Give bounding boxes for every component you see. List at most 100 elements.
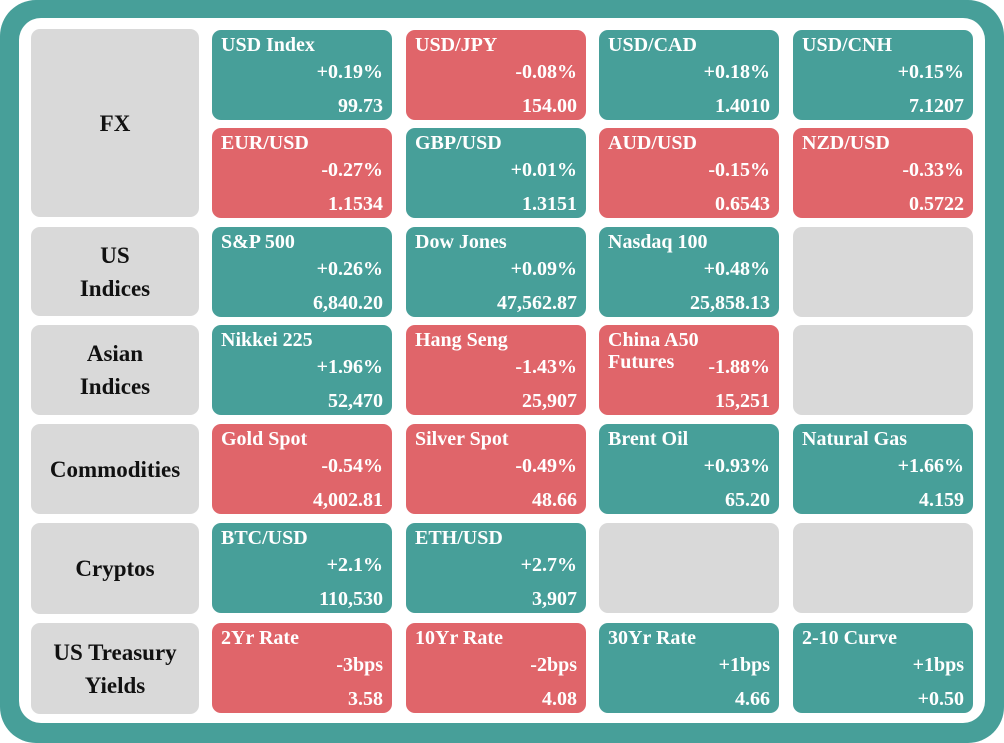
price-value: 1.4010 bbox=[715, 95, 770, 117]
empty-tile bbox=[599, 523, 779, 613]
instrument-name: Hang Seng bbox=[415, 329, 508, 351]
change-value: -0.15% bbox=[708, 159, 770, 181]
price-value: 1.3151 bbox=[522, 193, 577, 215]
row-label-asian-indices: Asian Indices bbox=[31, 325, 199, 415]
instrument-name: Natural Gas bbox=[802, 428, 907, 450]
price-value: 0.5722 bbox=[909, 193, 964, 215]
market-tile-dow-jones[interactable]: Dow Jones +0.09% 47,562.87 bbox=[406, 227, 586, 317]
change-value: +1bps bbox=[718, 654, 770, 676]
change-value: +1.96% bbox=[316, 356, 383, 378]
change-value: -3bps bbox=[336, 654, 383, 676]
instrument-name: Nasdaq 100 bbox=[608, 231, 708, 253]
market-tile-btc-usd[interactable]: BTC/USD +2.1% 110,530 bbox=[212, 523, 392, 613]
instrument-name: NZD/USD bbox=[802, 132, 890, 154]
price-value: 6,840.20 bbox=[313, 292, 383, 314]
row-label-us-treasury-yields: US Treasury Yields bbox=[31, 623, 199, 714]
market-tile-gbp-usd[interactable]: GBP/USD +0.01% 1.3151 bbox=[406, 128, 586, 218]
change-value: -0.54% bbox=[321, 455, 383, 477]
change-value: +1bps bbox=[912, 654, 964, 676]
instrument-name: Gold Spot bbox=[221, 428, 308, 450]
instrument-name: ETH/USD bbox=[415, 527, 503, 549]
instrument-name: Nikkei 225 bbox=[221, 329, 313, 351]
market-tile-2-10-curve[interactable]: 2-10 Curve +1bps +0.50 bbox=[793, 623, 973, 713]
change-value: +0.26% bbox=[316, 258, 383, 280]
market-tile-brent-oil[interactable]: Brent Oil +0.93% 65.20 bbox=[599, 424, 779, 514]
price-value: 25,907 bbox=[522, 390, 577, 412]
price-value: 25,858.13 bbox=[690, 292, 770, 314]
market-tile-nasdaq-100[interactable]: Nasdaq 100 +0.48% 25,858.13 bbox=[599, 227, 779, 317]
change-value: +0.48% bbox=[703, 258, 770, 280]
market-tile-nzd-usd[interactable]: NZD/USD -0.33% 0.5722 bbox=[793, 128, 973, 218]
change-value: -2bps bbox=[530, 654, 577, 676]
market-tile-usd-cad[interactable]: USD/CAD +0.18% 1.4010 bbox=[599, 30, 779, 120]
price-value: 47,562.87 bbox=[497, 292, 577, 314]
market-tile-eth-usd[interactable]: ETH/USD +2.7% 3,907 bbox=[406, 523, 586, 613]
price-value: +0.50 bbox=[917, 688, 964, 710]
price-value: 0.6543 bbox=[715, 193, 770, 215]
change-value: +2.1% bbox=[326, 554, 383, 576]
price-value: 1.1534 bbox=[328, 193, 383, 215]
market-tile-eur-usd[interactable]: EUR/USD -0.27% 1.1534 bbox=[212, 128, 392, 218]
instrument-name: Dow Jones bbox=[415, 231, 507, 253]
change-value: +0.15% bbox=[897, 61, 964, 83]
market-tile-natural-gas[interactable]: Natural Gas +1.66% 4.159 bbox=[793, 424, 973, 514]
instrument-name: USD Index bbox=[221, 34, 315, 56]
price-value: 110,530 bbox=[319, 588, 383, 610]
instrument-name: BTC/USD bbox=[221, 527, 308, 549]
price-value: 4,002.81 bbox=[313, 489, 383, 511]
instrument-name: Brent Oil bbox=[608, 428, 689, 450]
change-value: +0.09% bbox=[510, 258, 577, 280]
price-value: 65.20 bbox=[725, 489, 770, 511]
empty-tile bbox=[793, 325, 973, 415]
instrument-name: 2-10 Curve bbox=[802, 627, 897, 649]
row-label-commodities: Commodities bbox=[31, 424, 199, 514]
price-value: 3,907 bbox=[532, 588, 577, 610]
row-label-cryptos: Cryptos bbox=[31, 523, 199, 614]
instrument-name: USD/CNH bbox=[802, 34, 893, 56]
instrument-name: EUR/USD bbox=[221, 132, 309, 154]
market-tile-30yr-rate[interactable]: 30Yr Rate +1bps 4.66 bbox=[599, 623, 779, 713]
market-tile-gold-spot[interactable]: Gold Spot -0.54% 4,002.81 bbox=[212, 424, 392, 514]
empty-tile bbox=[793, 227, 973, 317]
change-value: -0.08% bbox=[515, 61, 577, 83]
change-value: +0.01% bbox=[510, 159, 577, 181]
market-tile-nikkei-225[interactable]: Nikkei 225 +1.96% 52,470 bbox=[212, 325, 392, 415]
row-label-us-indices: US Indices bbox=[31, 227, 199, 316]
change-value: +1.66% bbox=[897, 455, 964, 477]
price-value: 48.66 bbox=[532, 489, 577, 511]
price-value: 4.66 bbox=[735, 688, 770, 710]
market-tile-silver-spot[interactable]: Silver Spot -0.49% 48.66 bbox=[406, 424, 586, 514]
market-tile-usd-jpy[interactable]: USD/JPY -0.08% 154.00 bbox=[406, 30, 586, 120]
market-tile-2yr-rate[interactable]: 2Yr Rate -3bps 3.58 bbox=[212, 623, 392, 713]
change-value: +0.18% bbox=[703, 61, 770, 83]
instrument-name: GBP/USD bbox=[415, 132, 502, 154]
market-tile-10yr-rate[interactable]: 10Yr Rate -2bps 4.08 bbox=[406, 623, 586, 713]
row-label-fx: FX bbox=[31, 29, 199, 217]
change-value: -1.88% bbox=[708, 356, 770, 378]
market-tile-usd-index[interactable]: USD Index +0.19% 99.73 bbox=[212, 30, 392, 120]
instrument-name: S&P 500 bbox=[221, 231, 295, 253]
price-value: 15,251 bbox=[715, 390, 770, 412]
instrument-name: 2Yr Rate bbox=[221, 627, 299, 649]
change-value: -0.49% bbox=[515, 455, 577, 477]
change-value: -0.27% bbox=[321, 159, 383, 181]
instrument-name: USD/JPY bbox=[415, 34, 498, 56]
price-value: 99.73 bbox=[338, 95, 383, 117]
instrument-name: Silver Spot bbox=[415, 428, 509, 450]
empty-tile bbox=[793, 523, 973, 613]
change-value: +2.7% bbox=[520, 554, 577, 576]
price-value: 3.58 bbox=[348, 688, 383, 710]
change-value: -0.33% bbox=[902, 159, 964, 181]
instrument-name: USD/CAD bbox=[608, 34, 697, 56]
price-value: 7.1207 bbox=[909, 95, 964, 117]
market-tile-s-p-500[interactable]: S&P 500 +0.26% 6,840.20 bbox=[212, 227, 392, 317]
market-tile-usd-cnh[interactable]: USD/CNH +0.15% 7.1207 bbox=[793, 30, 973, 120]
change-value: +0.93% bbox=[703, 455, 770, 477]
change-value: -1.43% bbox=[515, 356, 577, 378]
instrument-name: 10Yr Rate bbox=[415, 627, 503, 649]
price-value: 154.00 bbox=[522, 95, 577, 117]
market-tile-aud-usd[interactable]: AUD/USD -0.15% 0.6543 bbox=[599, 128, 779, 218]
market-tile-china-a50-futures[interactable]: China A50 Futures -1.88% 15,251 bbox=[599, 325, 779, 415]
instrument-name: China A50 Futures bbox=[608, 329, 699, 373]
market-tile-hang-seng[interactable]: Hang Seng -1.43% 25,907 bbox=[406, 325, 586, 415]
